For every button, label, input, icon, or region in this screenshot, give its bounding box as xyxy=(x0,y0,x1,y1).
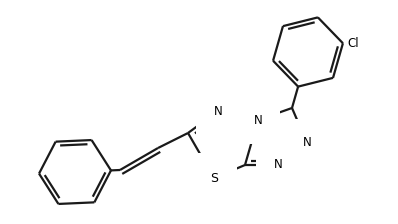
Text: N: N xyxy=(254,114,262,127)
Text: S: S xyxy=(210,172,218,185)
Text: N: N xyxy=(302,136,311,149)
Text: N: N xyxy=(274,159,282,172)
Text: Cl: Cl xyxy=(347,37,359,50)
Text: N: N xyxy=(214,105,222,118)
